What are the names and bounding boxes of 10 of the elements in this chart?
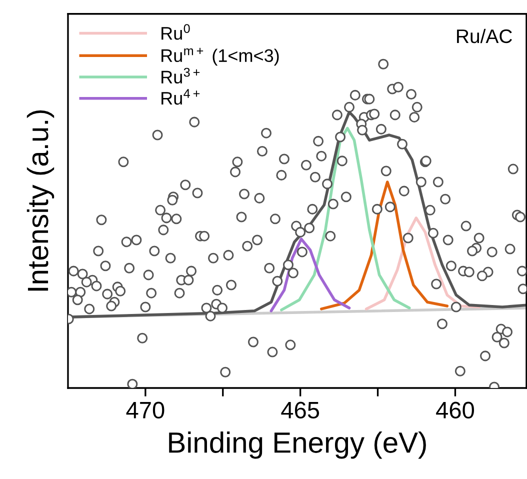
x-tick-label: 470 (126, 402, 164, 419)
legend-label: Ru$^{4+}$ (162, 89, 200, 105)
x-tick-label: 460 (436, 402, 474, 419)
y-axis-title: Intensity (a.u.) (26, 110, 54, 291)
legend-label: Ru$^{0}$ (162, 24, 190, 40)
legend-label: Ru$^{3+}$ (162, 68, 200, 84)
x-axis-title: Binding Energy (eV) (169, 432, 426, 459)
legend-label: Ru$^{m+}$ (1<m<3) (162, 48, 279, 66)
text: Ru/AC (457, 28, 512, 44)
x-tick-label: 465 (281, 402, 320, 419)
